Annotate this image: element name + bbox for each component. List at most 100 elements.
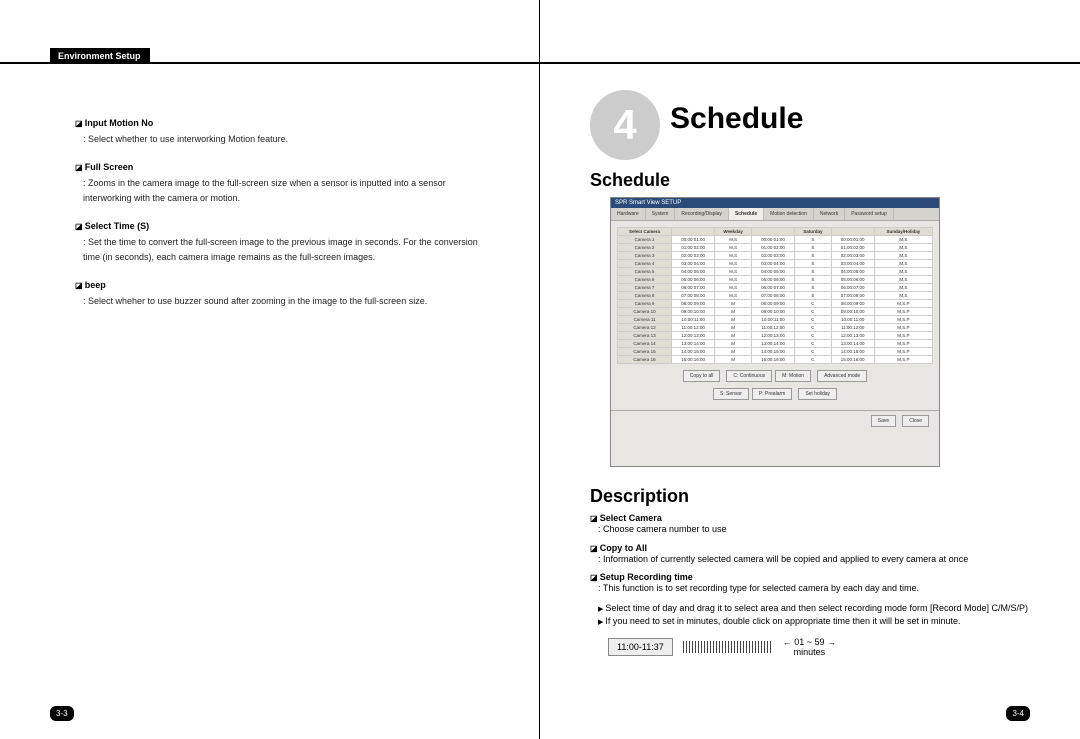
table-cell: 08:00:09:00 [672,300,715,308]
table-row: Camera 1009:00:10:00M09:00:10:00C09:00:1… [618,308,933,316]
desc-item-text: : Choose camera number to use [590,523,1030,537]
table-cell: S [795,260,831,268]
table-cell: 13:00:14:00 [831,340,874,348]
item-title: Select Time (S) [75,221,489,231]
desc-item: Select Camera: Choose camera number to u… [590,513,1030,537]
table-cell: 11:00:12:00 [751,324,794,332]
table-cell: 08:00:09:00 [751,300,794,308]
advanced-mode-button[interactable]: Advanced mode [817,370,867,382]
table-cell: 14:00:15:00 [831,348,874,356]
table-cell: M [715,348,752,356]
desc-item-text: : This function is to set recording type… [590,582,1030,596]
page-number-left: 3-3 [50,706,74,721]
table-cell: M [715,308,752,316]
table-row: Camera 605:00:06:00M,S05:00:06:00S05:00:… [618,276,933,284]
table-row: Camera 706:00:07:00M,S06:00:07:00S06:00:… [618,284,933,292]
camera-label[interactable]: Camera 8 [618,292,672,300]
item-title: Full Screen [75,162,489,172]
chapter-title: Schedule [670,102,803,136]
table-cell: 02:00:03:00 [751,252,794,260]
item-desc: Zooms in the camera image to the full-sc… [75,176,489,205]
camera-label[interactable]: Camera 9 [618,300,672,308]
camera-label[interactable]: Camera 13 [618,332,672,340]
set-holiday-button[interactable]: Set holiday [798,388,837,400]
chapter-number: 4 [590,90,660,160]
screenshot-tab[interactable]: System [646,208,676,220]
copy-to-all-button[interactable]: Copy to all [683,370,721,382]
table-header: Weekday [715,228,752,236]
camera-label[interactable]: Camera 11 [618,316,672,324]
table-cell: M,S [715,260,752,268]
table-row: Camera 1211:00:12:00M11:00:12:00C11:00:1… [618,324,933,332]
desc-item-title: Setup Recording time [590,572,1030,582]
table-cell: M,S,P [874,356,932,364]
desc-item-text: : Information of currently selected came… [590,553,1030,567]
table-cell: 15:00:16:00 [751,356,794,364]
screenshot-tab[interactable]: Password setup [845,208,894,220]
table-cell: M,S,P [874,340,932,348]
screenshot-tab[interactable]: Recording/Display [675,208,729,220]
table-cell: 00:00:01:00 [672,236,715,244]
camera-label[interactable]: Camera 1 [618,236,672,244]
screenshot-tab[interactable]: Schedule [729,208,764,220]
table-cell: M,S [874,284,932,292]
camera-label[interactable]: Camera 5 [618,268,672,276]
table-cell: M,S [874,268,932,276]
camera-label[interactable]: Camera 10 [618,308,672,316]
table-cell: M [715,300,752,308]
table-row: Camera 908:00:09:00M08:00:09:00C08:00:09… [618,300,933,308]
camera-label[interactable]: Camera 12 [618,324,672,332]
camera-label[interactable]: Camera 4 [618,260,672,268]
table-cell: 01:00:02:00 [672,244,715,252]
desc-bullet: Select time of day and drag it to select… [590,602,1030,616]
table-cell: C [795,348,831,356]
camera-label[interactable]: Camera 7 [618,284,672,292]
table-cell: M,S [715,252,752,260]
desc-item: Copy to All: Information of currently se… [590,543,1030,567]
table-cell: S [795,292,831,300]
table-cell: M,S,P [874,332,932,340]
table-cell: S [795,276,831,284]
item-title: beep [75,280,489,290]
camera-label[interactable]: Camera 2 [618,244,672,252]
camera-label[interactable]: Camera 14 [618,340,672,348]
minute-ruler [683,641,773,653]
table-cell: M,S,P [874,308,932,316]
table-row: Camera 1312:00:13:00M12:00:13:00C12:00:1… [618,332,933,340]
camera-label[interactable]: Camera 3 [618,252,672,260]
camera-label[interactable]: Camera 16 [618,356,672,364]
table-cell: M,S,P [874,300,932,308]
table-cell: 12:00:13:00 [831,332,874,340]
item-desc: Set the time to convert the full-screen … [75,235,489,264]
camera-label[interactable]: Camera 6 [618,276,672,284]
table-cell: 06:00:07:00 [751,284,794,292]
table-cell: 12:00:13:00 [672,332,715,340]
table-header [831,228,874,236]
screenshot-tab[interactable]: Hardware [611,208,646,220]
desc-item-title: Select Camera [590,513,1030,523]
screenshot-tab[interactable]: Motion detection [764,208,814,220]
table-cell: 12:00:13:00 [751,332,794,340]
table-cell: 14:00:15:00 [751,348,794,356]
table-cell: M,S [874,252,932,260]
camera-label[interactable]: Camera 15 [618,348,672,356]
table-cell: C [795,356,831,364]
table-row: Camera 504:00:05:00M,S04:00:05:00S04:00:… [618,268,933,276]
close-button[interactable]: Close [902,415,929,427]
schedule-table: Select CameraWeekdaySaturdaySunday/Holid… [617,227,933,364]
table-cell: M,S,P [874,316,932,324]
table-row: Camera 1110:00:11:00M10:00:11:00C10:00:1… [618,316,933,324]
desc-item-title: Copy to All [590,543,1030,553]
screenshot-tab[interactable]: Network [814,208,845,220]
table-cell: M,S [715,276,752,284]
item-title: Input Motion No [75,118,489,128]
table-cell: 01:00:02:00 [751,244,794,252]
table-cell: 03:00:04:00 [831,260,874,268]
table-cell: M [715,356,752,364]
table-cell: 06:00:07:00 [672,284,715,292]
table-row: Camera 1615:00:16:00M15:00:16:00C15:00:1… [618,356,933,364]
table-cell: 00:00:01:00 [831,236,874,244]
table-cell: 03:00:04:00 [751,260,794,268]
table-cell: 15:00:16:00 [672,356,715,364]
save-button[interactable]: Save [871,415,896,427]
